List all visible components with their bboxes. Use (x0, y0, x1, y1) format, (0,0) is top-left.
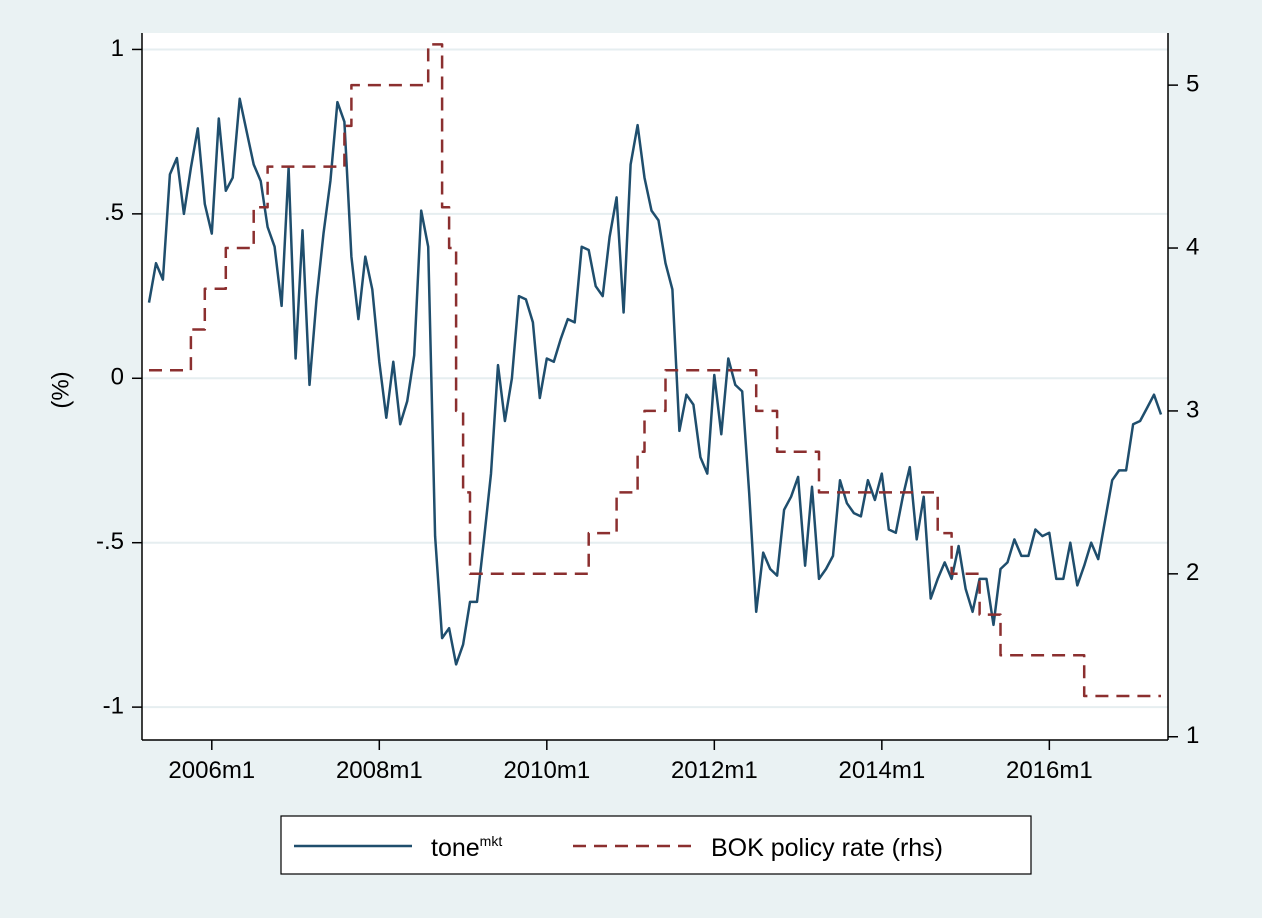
y-right-tick-label: 1 (1186, 722, 1199, 749)
x-tick-label: 2010m1 (503, 757, 590, 784)
tone-line (147, 97, 1163, 666)
x-tick-label: 2008m1 (336, 757, 423, 784)
legend-tone-label: tonemkt (431, 833, 502, 862)
x-tick-label: 2012m1 (671, 757, 758, 784)
series-group (147, 43, 1163, 698)
legend-tone-superscript: mkt (480, 833, 503, 849)
ticks: 1 .5 0 -.5 -1 5 4 3 2 1 2006m1 2008m1 2010m1 2012m1 20… (96, 35, 1199, 784)
y-axis-title: (%) (47, 371, 74, 408)
y-right-tick-label: 2 (1186, 559, 1199, 586)
policy-rate-line (149, 43, 1161, 698)
y-left-tick-label: 1 (111, 35, 124, 62)
legend: tonemkt BOK policy rate (rhs) (280, 815, 1032, 875)
axes (141, 33, 1169, 741)
legend-tone-text: tone (431, 834, 480, 862)
y-right-tick-label: 5 (1186, 70, 1199, 97)
y-left-tick-label: 0 (111, 364, 124, 391)
y-left-tick-label: -.5 (96, 528, 124, 555)
x-tick-label: 2006m1 (168, 757, 255, 784)
x-tick-label: 2014m1 (838, 757, 925, 784)
x-tick-label: 2016m1 (1006, 757, 1093, 784)
y-right-tick-label: 4 (1186, 233, 1199, 260)
y-left-tick-label: .5 (104, 199, 124, 226)
plot-area (142, 33, 1168, 740)
legend-rate-label: BOK policy rate (rhs) (711, 834, 943, 862)
y-right-tick-label: 3 (1186, 396, 1199, 423)
y-left-tick-label: -1 (103, 692, 124, 719)
